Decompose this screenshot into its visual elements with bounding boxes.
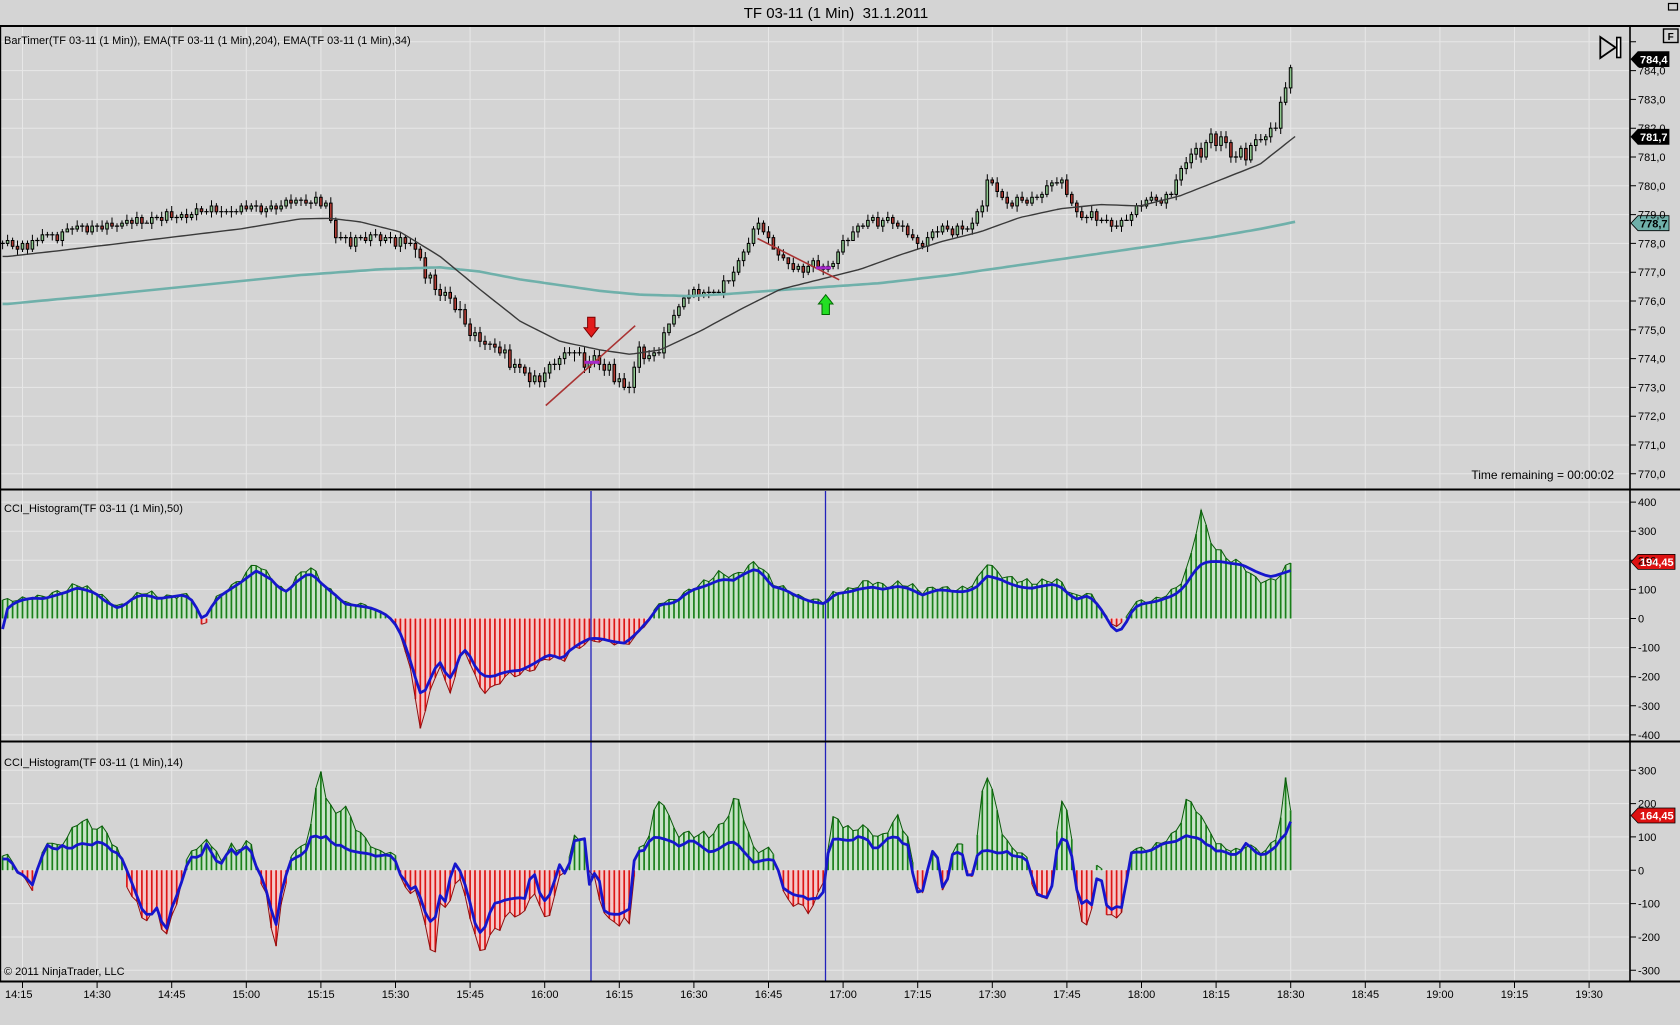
svg-text:781,0: 781,0 <box>1638 152 1666 164</box>
svg-text:778,0: 778,0 <box>1638 238 1666 250</box>
svg-text:-200: -200 <box>1638 672 1660 684</box>
svg-text:18:00: 18:00 <box>1128 989 1156 1001</box>
svg-text:781,7: 781,7 <box>1640 132 1668 144</box>
svg-text:14:45: 14:45 <box>158 989 186 1001</box>
svg-text:-400: -400 <box>1638 730 1660 742</box>
svg-text:775,0: 775,0 <box>1638 325 1666 337</box>
svg-text:18:30: 18:30 <box>1277 989 1305 1001</box>
svg-text:Time remaining = 00:00:02: Time remaining = 00:00:02 <box>1471 468 1614 482</box>
svg-text:200: 200 <box>1638 555 1656 567</box>
svg-text:CCI_Histogram(TF 03-11 (1 Min): CCI_Histogram(TF 03-11 (1 Min),14) <box>4 757 183 769</box>
svg-text:200: 200 <box>1638 799 1656 811</box>
svg-text:771,0: 771,0 <box>1638 440 1666 452</box>
svg-text:© 2011 NinjaTrader, LLC: © 2011 NinjaTrader, LLC <box>4 966 125 978</box>
svg-text:CCI_Histogram(TF 03-11 (1 Min): CCI_Histogram(TF 03-11 (1 Min),50) <box>4 503 183 515</box>
svg-text:164,45: 164,45 <box>1640 811 1674 823</box>
svg-text:778,7: 778,7 <box>1640 218 1668 230</box>
svg-text:777,0: 777,0 <box>1638 267 1666 279</box>
svg-text:16:15: 16:15 <box>606 989 634 1001</box>
svg-text:15:30: 15:30 <box>382 989 410 1001</box>
svg-text:15:45: 15:45 <box>456 989 484 1001</box>
svg-text:772,0: 772,0 <box>1638 411 1666 423</box>
svg-text:17:15: 17:15 <box>904 989 932 1001</box>
svg-text:-300: -300 <box>1638 701 1660 713</box>
svg-text:17:45: 17:45 <box>1053 989 1081 1001</box>
svg-text:774,0: 774,0 <box>1638 354 1666 366</box>
svg-text:19:15: 19:15 <box>1501 989 1529 1001</box>
svg-text:782,0: 782,0 <box>1638 123 1666 135</box>
svg-text:16:45: 16:45 <box>755 989 783 1001</box>
svg-text:194,45: 194,45 <box>1640 557 1674 569</box>
svg-text:-100: -100 <box>1638 899 1660 911</box>
svg-text:100: 100 <box>1638 832 1656 844</box>
svg-text:17:00: 17:00 <box>829 989 857 1001</box>
svg-text:18:15: 18:15 <box>1202 989 1230 1001</box>
svg-text:780,0: 780,0 <box>1638 181 1666 193</box>
svg-text:19:30: 19:30 <box>1575 989 1603 1001</box>
svg-text:784,0: 784,0 <box>1638 66 1666 78</box>
svg-text:-200: -200 <box>1638 932 1660 944</box>
svg-text:16:30: 16:30 <box>680 989 708 1001</box>
svg-text:776,0: 776,0 <box>1638 296 1666 308</box>
svg-text:TF 03-11 (1 Min) 31.1.2011: TF 03-11 (1 Min) 31.1.2011 <box>744 5 929 22</box>
svg-text:770,0: 770,0 <box>1638 469 1666 481</box>
svg-text:0: 0 <box>1638 865 1644 877</box>
svg-text:14:15: 14:15 <box>5 989 33 1001</box>
svg-text:783,0: 783,0 <box>1638 94 1666 106</box>
svg-text:17:30: 17:30 <box>979 989 1007 1001</box>
svg-text:400: 400 <box>1638 497 1656 509</box>
svg-text:15:15: 15:15 <box>307 989 335 1001</box>
svg-text:100: 100 <box>1638 584 1656 596</box>
svg-text:-100: -100 <box>1638 643 1660 655</box>
svg-text:15:00: 15:00 <box>233 989 261 1001</box>
svg-text:18:45: 18:45 <box>1352 989 1380 1001</box>
svg-text:BarTimer(TF 03-11 (1 Min)), EM: BarTimer(TF 03-11 (1 Min)), EMA(TF 03-11… <box>4 35 411 47</box>
svg-text:F: F <box>1668 32 1674 43</box>
svg-text:784,4: 784,4 <box>1640 54 1668 66</box>
svg-text:-300: -300 <box>1638 965 1660 977</box>
svg-text:0: 0 <box>1638 614 1644 626</box>
svg-text:14:30: 14:30 <box>83 989 111 1001</box>
svg-text:300: 300 <box>1638 765 1656 777</box>
svg-text:300: 300 <box>1638 526 1656 538</box>
svg-text:19:00: 19:00 <box>1426 989 1454 1001</box>
svg-text:16:00: 16:00 <box>531 989 559 1001</box>
svg-text:773,0: 773,0 <box>1638 382 1666 394</box>
svg-text:779,0: 779,0 <box>1638 210 1666 222</box>
